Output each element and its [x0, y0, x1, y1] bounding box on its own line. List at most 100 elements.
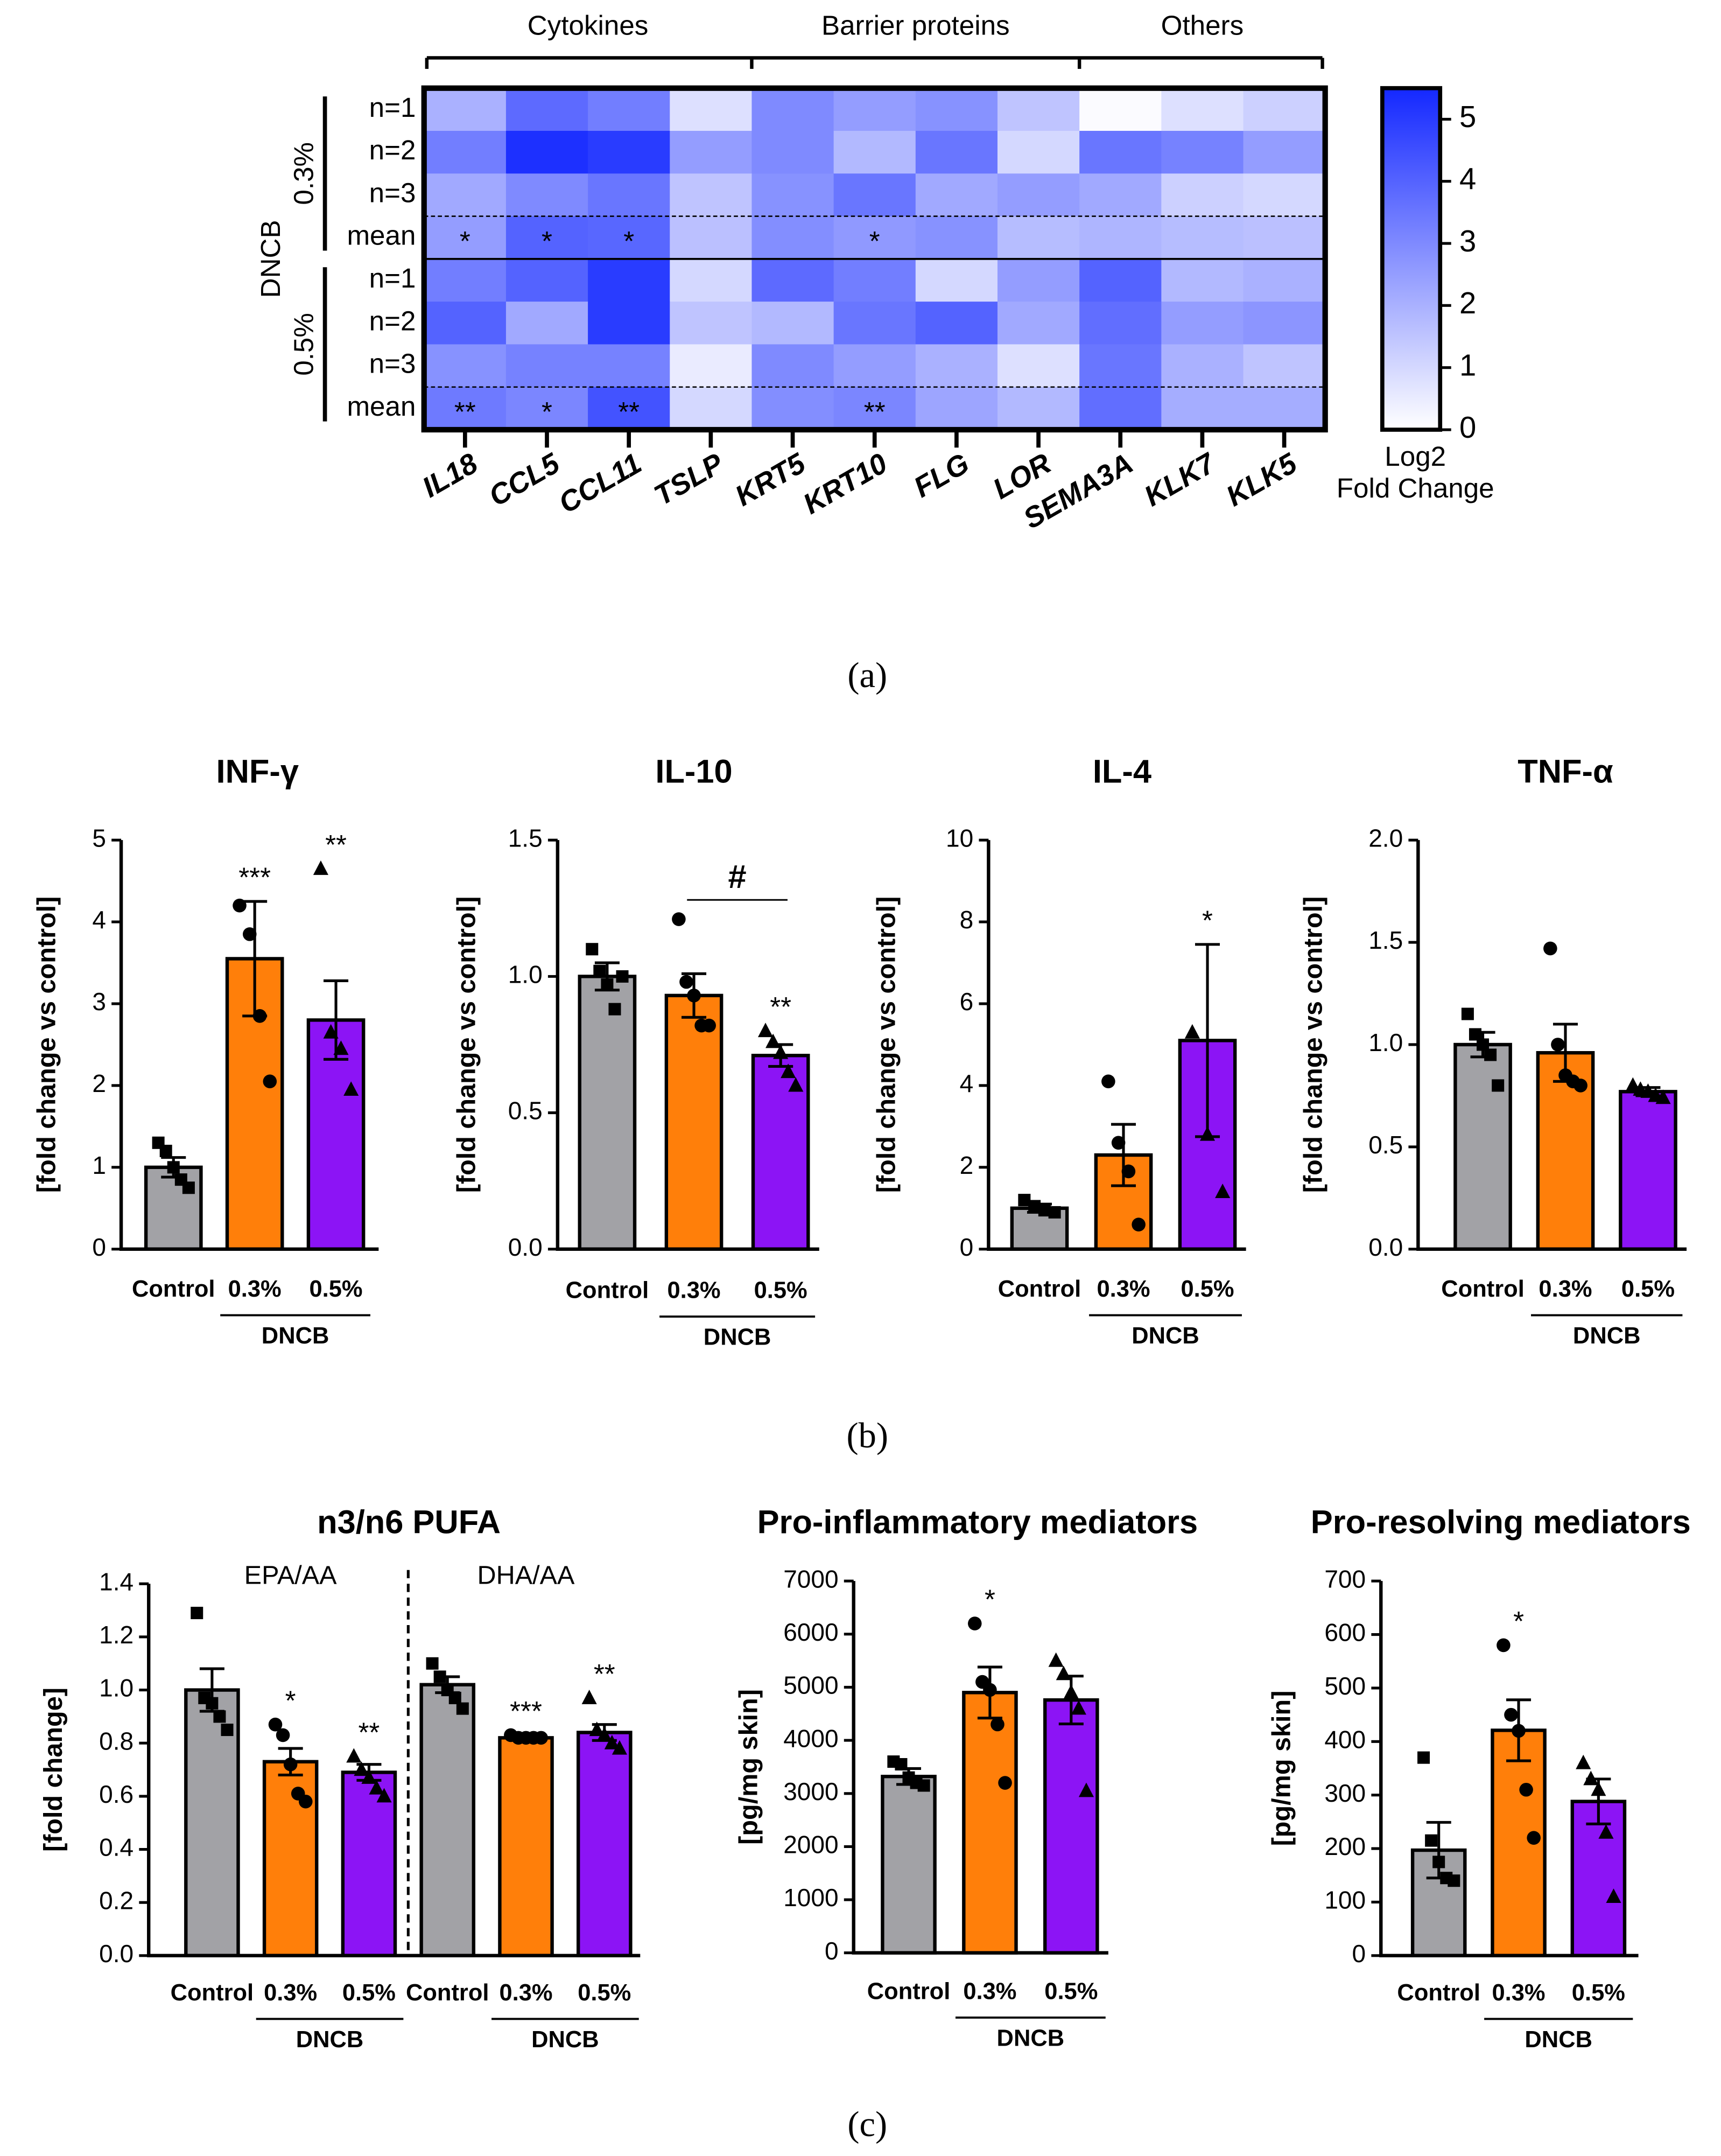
heatmap-cell — [1243, 258, 1326, 302]
heatmap-cell — [1243, 302, 1326, 345]
x-tick-label: 0.5% — [1621, 1276, 1675, 1302]
heatmap-cell — [915, 258, 998, 302]
row-group-label: 0.3% — [288, 142, 319, 205]
heatmap-cell — [670, 131, 753, 174]
heatmap-cell — [1079, 258, 1162, 302]
heatmap-cell — [1079, 88, 1162, 131]
heatmap-cell — [505, 302, 588, 345]
data-point — [252, 1009, 267, 1023]
data-point — [765, 1033, 781, 1048]
data-point — [983, 1683, 997, 1697]
significance-label: *** — [238, 862, 271, 893]
significance-label: * — [1513, 1606, 1524, 1636]
data-point — [1576, 1754, 1591, 1769]
data-point — [433, 1670, 446, 1683]
data-point — [1477, 1038, 1490, 1051]
y-tick-label: 0.5 — [1368, 1131, 1403, 1159]
error-bar — [324, 979, 349, 1061]
x-tick-label: 0.3% — [499, 1980, 552, 2006]
heatmap-cell — [997, 173, 1080, 217]
heatmap-cell — [505, 216, 588, 260]
heatmap-cell — [1161, 302, 1244, 345]
y-tick-label: 1000 — [783, 1884, 838, 1912]
x-tick-label: 0.3% — [1539, 1276, 1592, 1302]
data-point — [1484, 1048, 1497, 1061]
row-label: n=3 — [369, 348, 416, 379]
y-tick-label: 1.0 — [1368, 1028, 1403, 1056]
y-axis-label: [fold change vs control] — [452, 897, 481, 1193]
x-tick-label: 0.5% — [578, 1980, 631, 2006]
heatmap-cell — [505, 387, 588, 430]
significance-label: ** — [325, 829, 347, 860]
heatmap-cell — [997, 344, 1080, 388]
data-point — [991, 1717, 1004, 1732]
data-point — [1655, 1089, 1671, 1104]
heatmap-cell — [424, 131, 507, 174]
column-label: KRT10 — [798, 447, 893, 521]
colorbar-label: Fold Change — [1337, 473, 1494, 503]
chart-title: Pro-inflammatory mediators — [757, 1504, 1198, 1541]
data-point — [369, 1780, 384, 1795]
y-tick-label: 0.2 — [99, 1886, 134, 1914]
heatmap-cell — [751, 131, 834, 174]
chart-title: IL-4 — [1093, 753, 1151, 790]
y-axis-label: [pg/mg skin] — [734, 1689, 763, 1845]
data-point — [773, 1044, 789, 1059]
data-point — [1417, 1751, 1430, 1764]
heatmap-cell — [997, 88, 1080, 131]
data-point — [1101, 1074, 1115, 1089]
row-label: n=2 — [369, 135, 416, 165]
data-point — [1469, 1028, 1481, 1041]
y-tick-label: 1.4 — [99, 1567, 134, 1595]
y-tick-label: 400 — [1324, 1725, 1366, 1753]
y-tick-label: 6000 — [783, 1618, 838, 1646]
x-tick-label: 0.5% — [342, 1980, 396, 2006]
colorbar-tick-label: 0 — [1459, 410, 1476, 444]
data-point — [1640, 1083, 1656, 1098]
data-point — [1492, 1079, 1505, 1092]
data-point — [895, 1758, 908, 1771]
heatmap-cell — [588, 302, 671, 345]
column-label: FLG — [908, 447, 974, 504]
column-label: KLK7 — [1139, 446, 1221, 513]
x-tick-label: 0.3% — [963, 1978, 1016, 2004]
y-tick-label: 0 — [960, 1233, 974, 1261]
data-point — [343, 1081, 359, 1096]
data-point — [616, 970, 629, 983]
significance-label: *** — [510, 1696, 542, 1726]
data-point — [298, 1794, 313, 1809]
data-point — [1121, 1164, 1136, 1179]
axes — [1416, 840, 1687, 1251]
data-point — [323, 1024, 339, 1039]
x-tick-label: 0.3% — [667, 1278, 720, 1304]
axes — [987, 840, 1246, 1251]
x-tick-label: 0.3% — [264, 1980, 317, 2006]
x-tick-label: 0.5% — [754, 1278, 807, 1304]
heatmap-cell — [1079, 173, 1162, 217]
heatmap-cell — [1161, 173, 1244, 217]
heatmap-cell — [751, 387, 834, 430]
heatmap-cell — [997, 258, 1080, 302]
heatmap-cell — [505, 131, 588, 174]
data-point — [1199, 1126, 1216, 1141]
y-tick-label: 200 — [1324, 1832, 1366, 1860]
heatmap-cell — [751, 258, 834, 302]
heatmap-cell — [833, 88, 916, 131]
column-label: CCL5 — [483, 447, 565, 513]
row-label: mean — [347, 391, 416, 422]
data-point — [1048, 1652, 1064, 1667]
data-point — [233, 898, 247, 913]
y-axis-label: [fold change vs control] — [872, 897, 901, 1193]
heatmap-cell — [424, 387, 507, 430]
data-point — [593, 964, 606, 977]
heatmap-cell — [1243, 216, 1326, 260]
y-tick-label: 100 — [1324, 1886, 1366, 1914]
data-point — [333, 1040, 349, 1055]
axes — [556, 840, 819, 1251]
heatmap-cell — [1079, 302, 1162, 345]
y-axis-label: [pg/mg skin] — [1267, 1691, 1296, 1846]
data-point — [702, 1018, 716, 1033]
y-tick-label: 0.4 — [99, 1833, 134, 1861]
